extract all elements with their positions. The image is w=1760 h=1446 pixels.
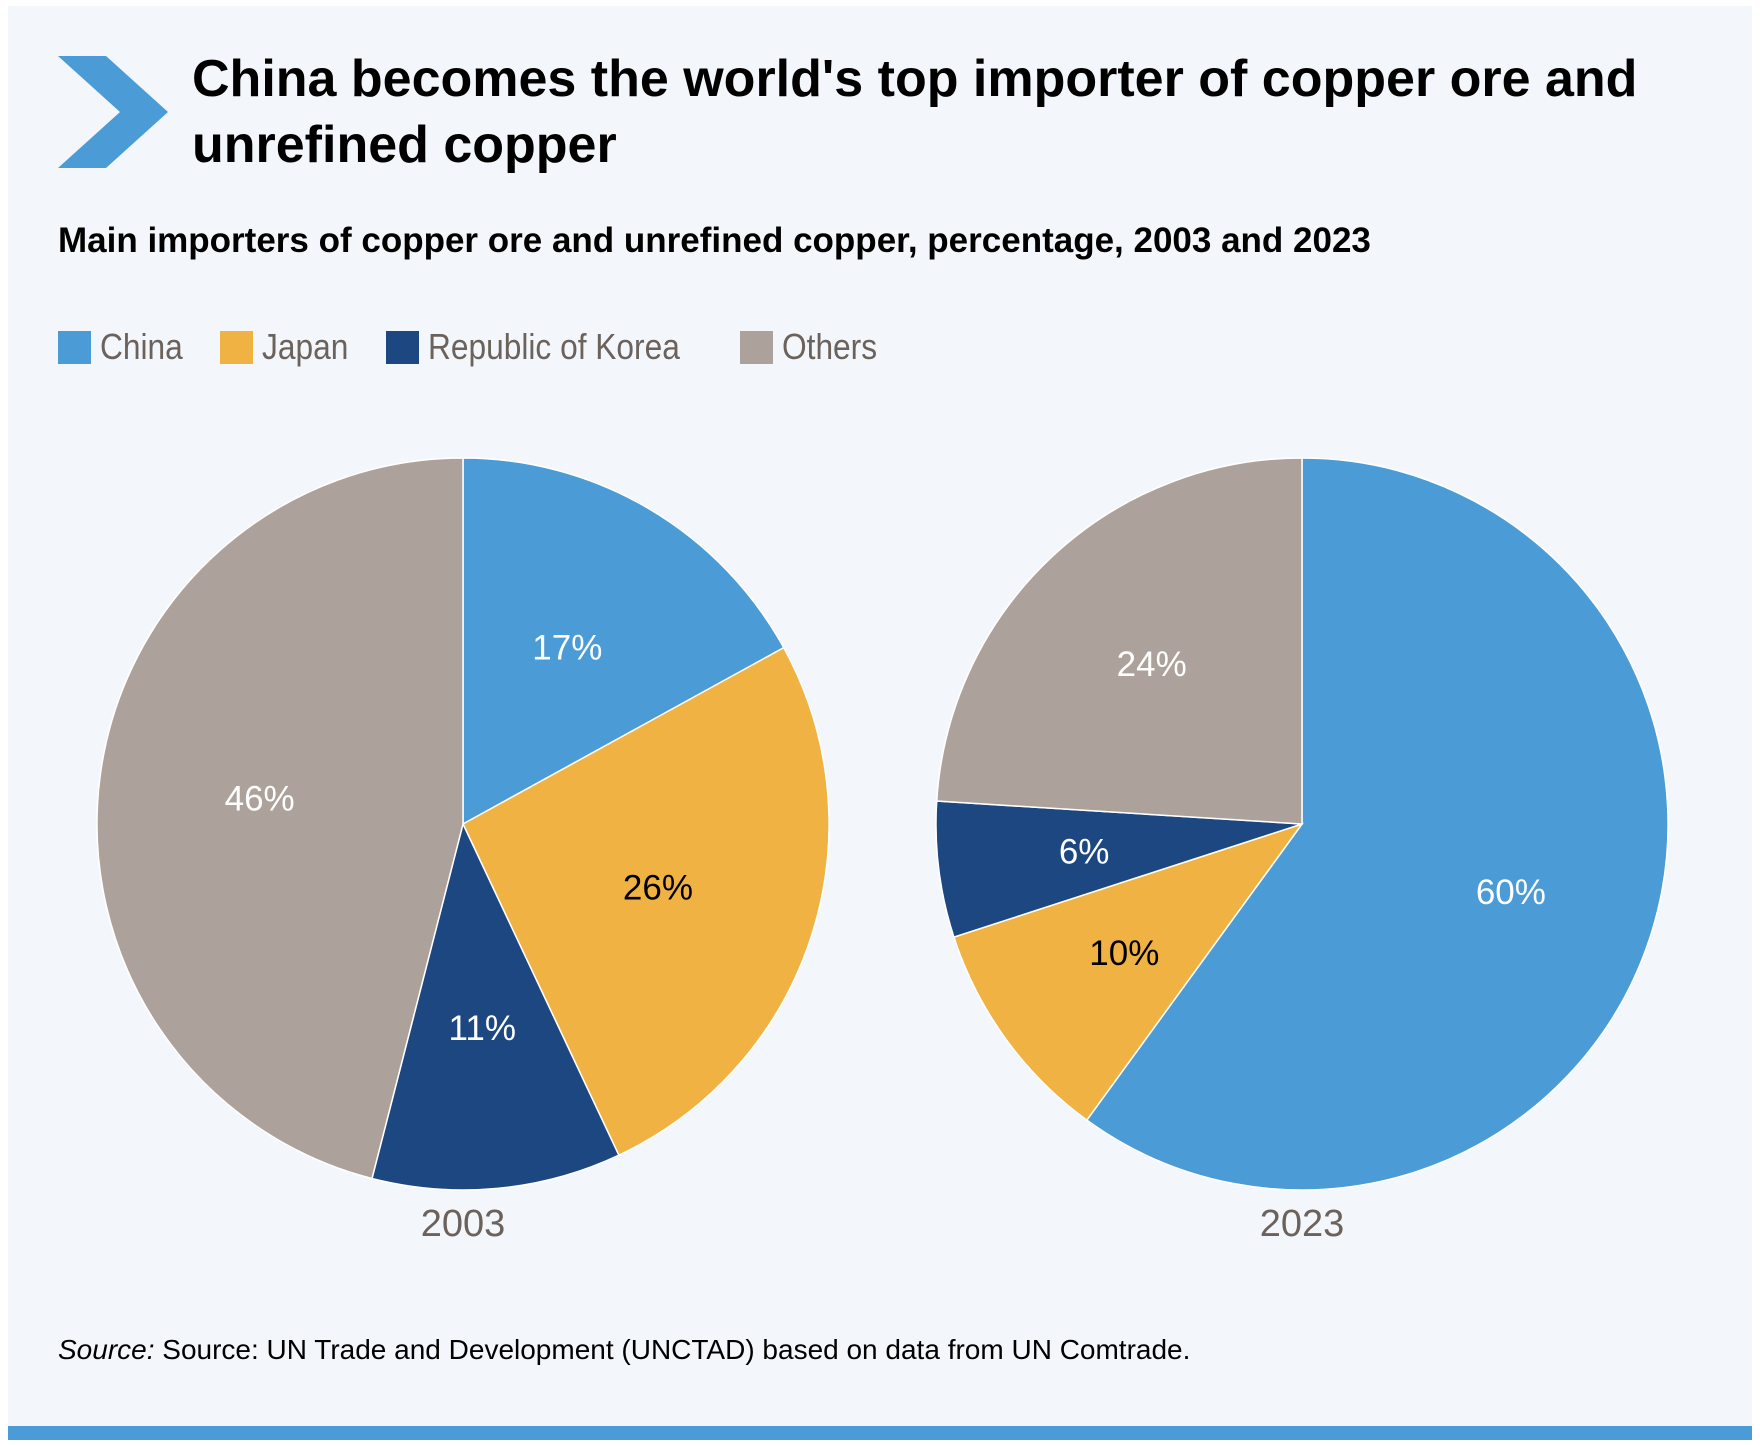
legend-swatch <box>220 330 254 364</box>
chart-title: China becomes the world's top importer o… <box>192 50 1638 174</box>
data-label: 11% <box>449 1009 516 1048</box>
pie-year-label: 2023 <box>1260 1203 1345 1245</box>
pie-slice-japan <box>952 822 1304 1122</box>
pie-slice-republic-of-korea <box>371 821 620 1191</box>
data-label: 26% <box>623 868 693 907</box>
pie-slice-china <box>1085 457 1669 1191</box>
legend-label: Japan <box>262 326 349 367</box>
legend-swatch <box>740 330 774 364</box>
legend-label: China <box>100 326 183 367</box>
source-note: Source: Source: UN Trade and Development… <box>58 1334 1190 1366</box>
source-prefix: Source: <box>58 1334 155 1365</box>
pie-2023: 60% 10% 6% 24% 2023 <box>935 457 1669 1245</box>
data-label: 46% <box>225 779 295 818</box>
data-label: 24% <box>1117 645 1187 684</box>
pie-slice-china <box>462 457 785 826</box>
pie-slice-japan <box>462 646 830 1157</box>
source-text: Source: UN Trade and Development (UNCTAD… <box>154 1334 1191 1365</box>
legend-swatch <box>58 330 91 364</box>
legend-label: Republic of Korea <box>428 326 680 367</box>
pie-slice-others <box>935 457 1303 825</box>
chevron-icon <box>58 56 168 168</box>
pie-2003: 17% 26% 11% 46% 2003 <box>96 457 830 1245</box>
data-label: 6% <box>1059 833 1110 872</box>
legend-item-china: China <box>58 326 194 368</box>
data-label: 10% <box>1089 934 1159 973</box>
pie-slice-others <box>96 457 464 1180</box>
data-label: 60% <box>1476 873 1546 912</box>
legend: China Japan Republic of Korea Others <box>58 326 916 368</box>
pie-year-label: 2003 <box>421 1203 506 1245</box>
pie-charts: 17% 26% 11% 46% 2003 60% 10% 6% 24% 2023 <box>96 457 1669 1245</box>
data-label: 17% <box>532 629 602 668</box>
chart-subtitle: Main importers of copper ore and unrefin… <box>58 221 1371 260</box>
legend-swatch <box>386 330 420 364</box>
footer-bar <box>8 1426 1752 1440</box>
legend-item-others: Others <box>740 326 890 368</box>
legend-label: Others <box>782 326 878 367</box>
pie-slice-republic-of-korea <box>935 800 1303 939</box>
legend-item-korea: Republic of Korea <box>386 326 714 368</box>
legend-item-japan: Japan <box>220 326 360 368</box>
